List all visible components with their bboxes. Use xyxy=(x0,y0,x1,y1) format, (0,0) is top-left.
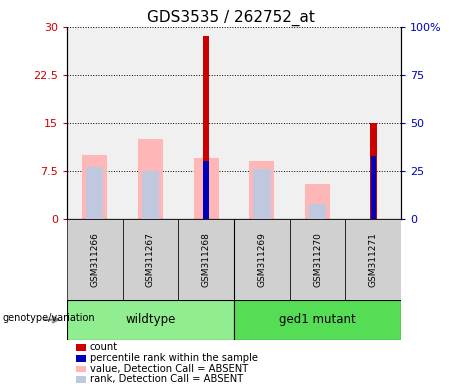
Bar xyxy=(138,139,163,219)
Text: GSM311270: GSM311270 xyxy=(313,232,322,286)
Text: percentile rank within the sample: percentile rank within the sample xyxy=(90,353,258,363)
Bar xyxy=(123,219,178,300)
Bar xyxy=(309,204,326,219)
Bar xyxy=(371,156,376,219)
Text: GSM311267: GSM311267 xyxy=(146,232,155,286)
Bar xyxy=(67,219,123,300)
Text: GDS3535 / 262752_at: GDS3535 / 262752_at xyxy=(147,10,314,26)
Bar xyxy=(234,300,401,340)
Text: value, Detection Call = ABSENT: value, Detection Call = ABSENT xyxy=(90,364,248,374)
Text: wildtype: wildtype xyxy=(125,313,176,326)
Bar xyxy=(203,161,209,219)
Text: GSM311268: GSM311268 xyxy=(201,232,211,286)
Bar xyxy=(253,169,271,219)
Bar xyxy=(234,219,290,300)
Text: GSM311266: GSM311266 xyxy=(90,232,99,286)
Bar xyxy=(142,171,159,219)
Bar xyxy=(305,184,330,219)
Text: GSM311269: GSM311269 xyxy=(257,232,266,286)
Bar xyxy=(67,300,234,340)
Bar xyxy=(290,219,345,300)
Text: count: count xyxy=(90,342,118,352)
Bar xyxy=(203,36,209,219)
Bar xyxy=(249,161,274,219)
Text: ged1 mutant: ged1 mutant xyxy=(279,313,356,326)
Bar xyxy=(345,219,401,300)
Bar xyxy=(194,158,219,219)
Bar xyxy=(82,155,107,219)
Bar xyxy=(370,123,377,219)
Text: genotype/variation: genotype/variation xyxy=(2,313,95,323)
Text: GSM311271: GSM311271 xyxy=(369,232,378,286)
Bar xyxy=(178,219,234,300)
Text: rank, Detection Call = ABSENT: rank, Detection Call = ABSENT xyxy=(90,374,243,384)
Bar xyxy=(86,167,103,219)
